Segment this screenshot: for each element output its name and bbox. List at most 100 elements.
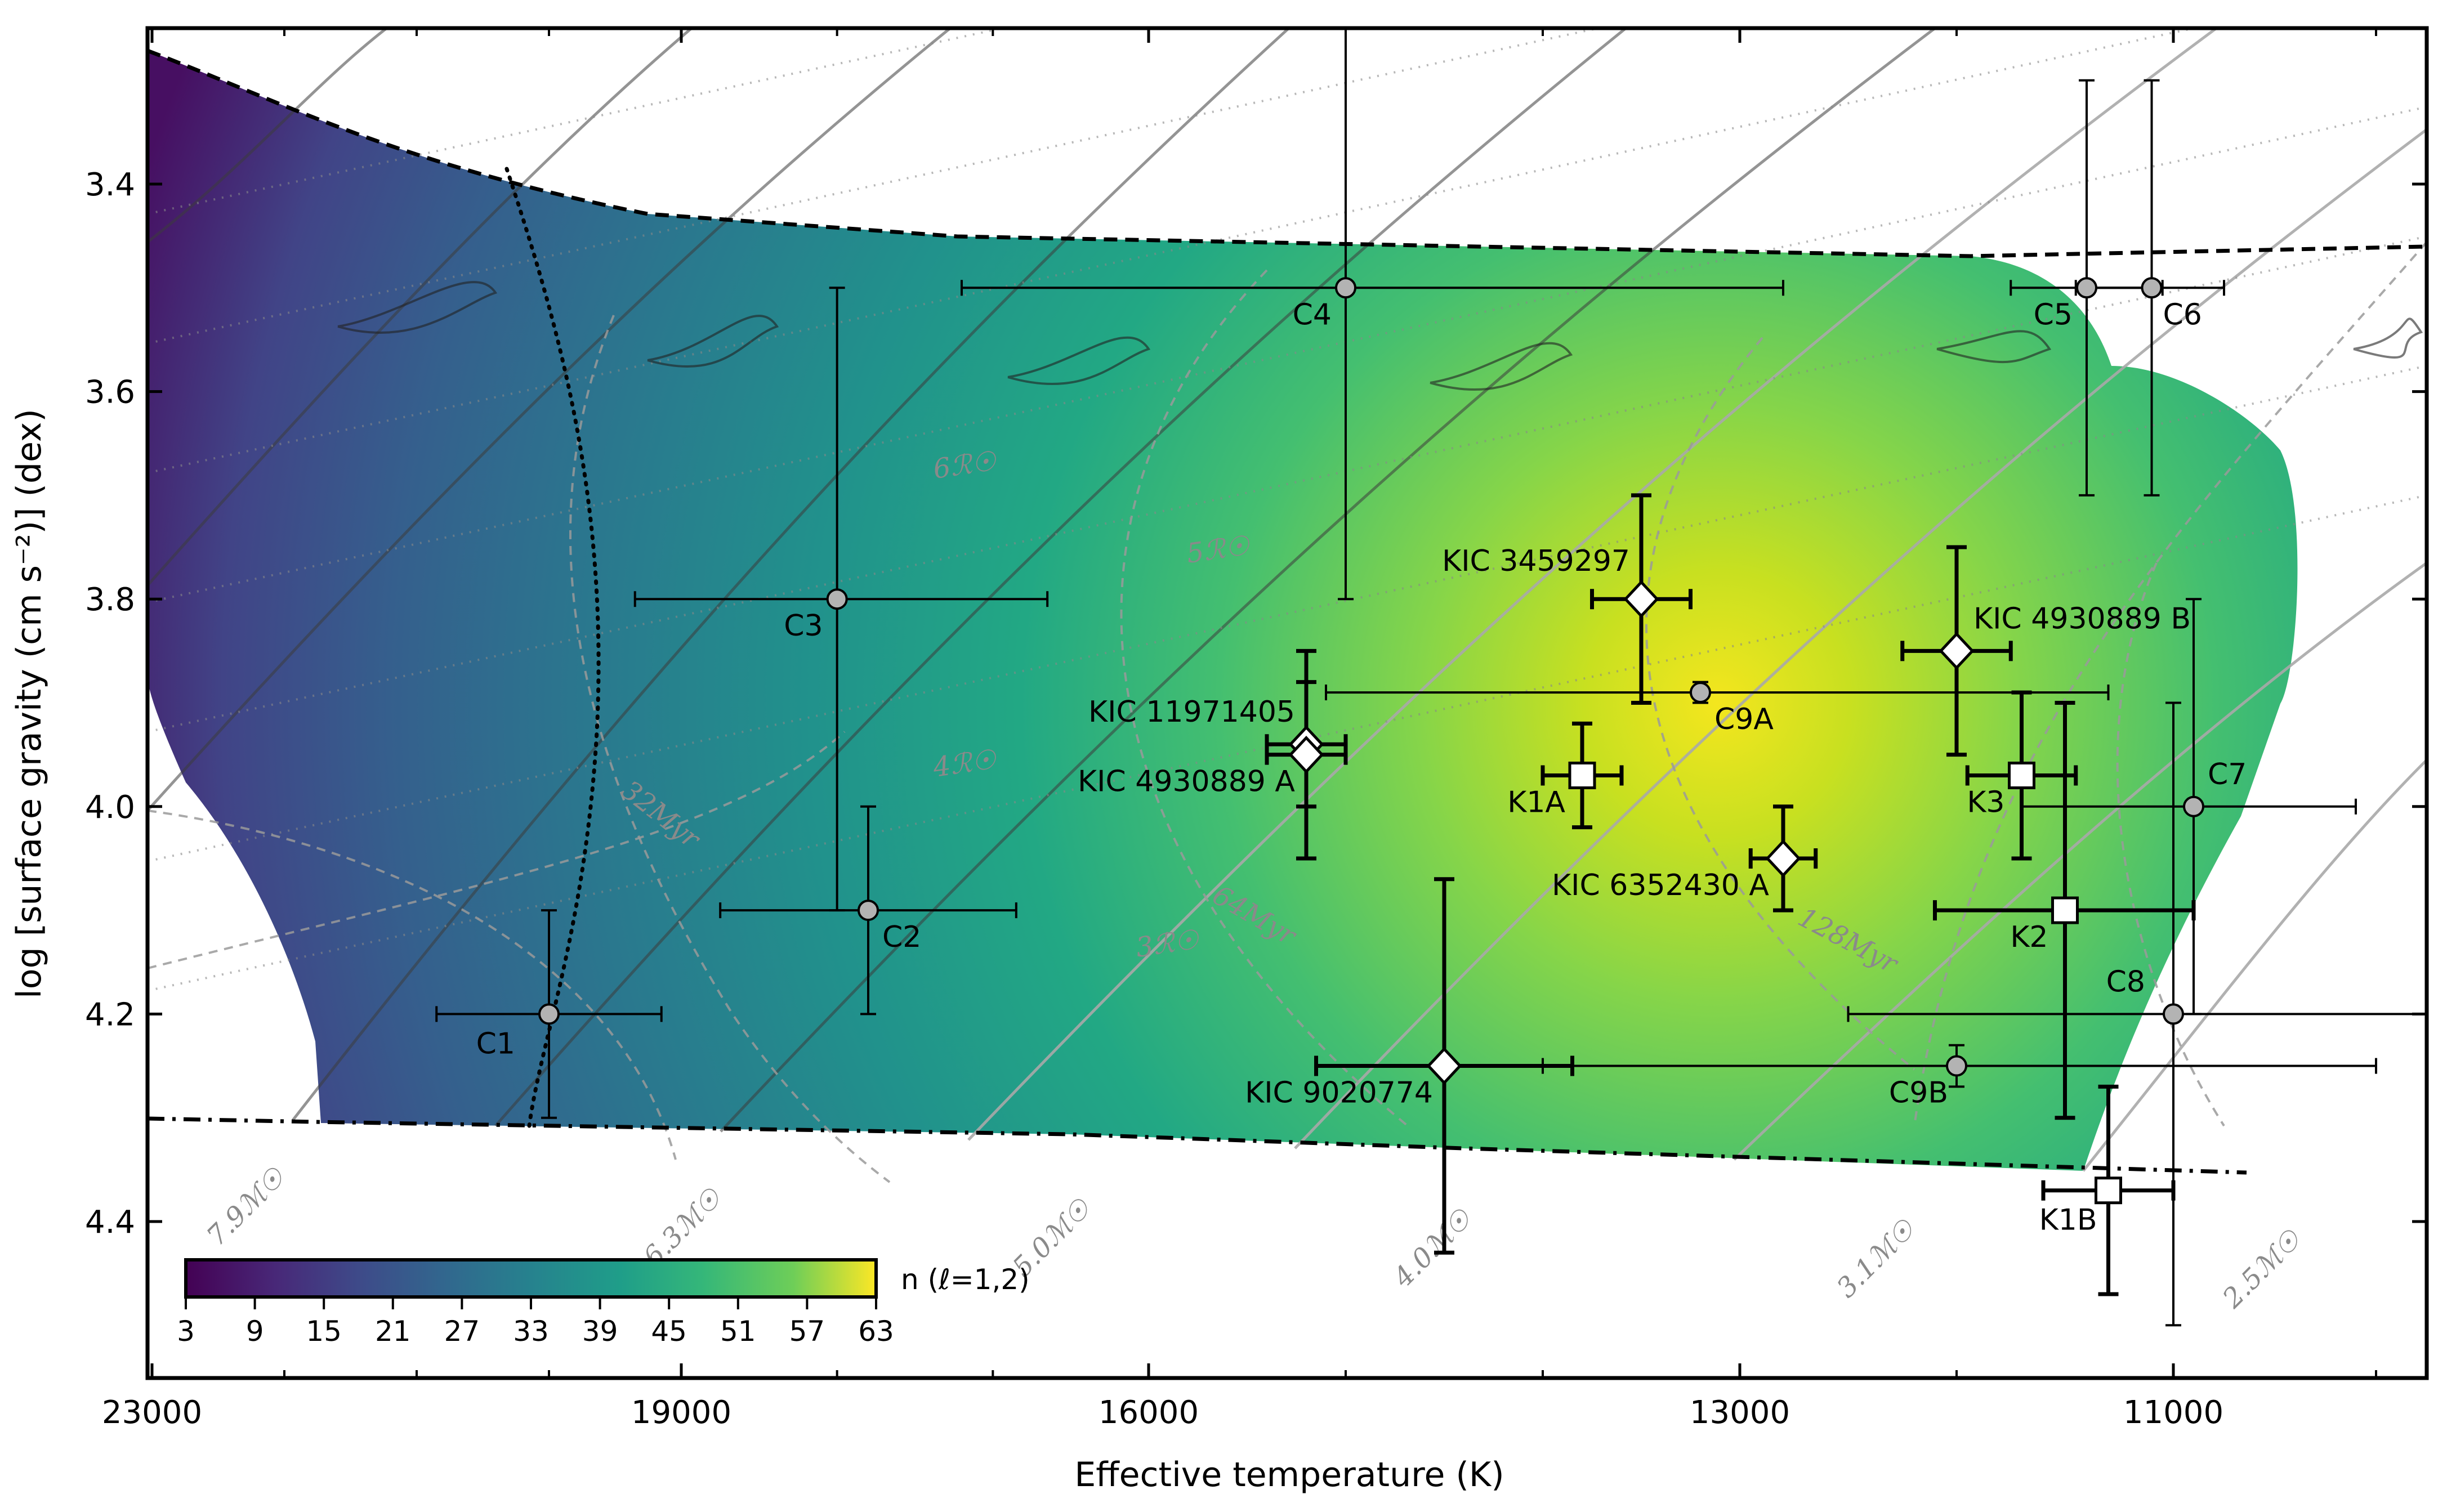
square-marker bbox=[1568, 762, 1596, 790]
point-label: KIC 6352430 A bbox=[1552, 869, 1769, 902]
isochrone-line bbox=[1120, 269, 1409, 1127]
colorbar-tick-label: 15 bbox=[306, 1315, 342, 1348]
point-label: C4 bbox=[1293, 298, 1332, 332]
mass-track-line bbox=[292, 28, 1291, 1121]
radius-line bbox=[148, 235, 2427, 733]
colorbar-tick-label: 63 bbox=[858, 1315, 894, 1348]
radius-line bbox=[148, 28, 1008, 215]
radius-line bbox=[148, 106, 2427, 603]
circle-marker bbox=[826, 588, 848, 610]
isochrone-line bbox=[1913, 241, 2427, 1126]
zams-dashdot-line bbox=[148, 1116, 2247, 1175]
mass-track-line bbox=[1733, 561, 2427, 1161]
mass-track-line bbox=[2082, 759, 2427, 1172]
circle-marker bbox=[2141, 277, 2163, 299]
y-axis-label: log [surface gravity (cm s⁻²)] (dex) bbox=[10, 409, 49, 999]
circle-marker bbox=[2163, 1003, 2184, 1025]
square-marker bbox=[2008, 762, 2035, 790]
point-label: K1A bbox=[1507, 786, 1565, 820]
point-labels: C1 C2 C3 C4 C5 C6 C7 C8 C9A C9B K1A K1B K2 K3 KIC 3459… bbox=[476, 298, 2247, 1237]
point-label: K1B bbox=[2039, 1204, 2097, 1237]
mass-track-line bbox=[720, 28, 1937, 1133]
blue-loop-line bbox=[647, 315, 779, 368]
diamond-marker bbox=[1623, 580, 1659, 618]
x-tick-label: 11000 bbox=[2123, 1394, 2223, 1431]
point-label: KIC 4930889 B bbox=[1973, 602, 2191, 636]
point-label: C7 bbox=[2208, 758, 2247, 791]
circle-marker bbox=[1335, 277, 1356, 299]
point-label: C3 bbox=[784, 609, 823, 643]
circle-marker bbox=[1946, 1055, 1967, 1077]
colorbar-tick-label: 39 bbox=[582, 1315, 618, 1348]
isochrone-line bbox=[148, 731, 846, 969]
radius-line bbox=[148, 28, 2199, 474]
point-label: KIC 4930889 A bbox=[1078, 765, 1295, 799]
diamond-marker bbox=[1288, 735, 1324, 774]
y-tick-label: 4.0 bbox=[85, 789, 135, 826]
mass-track-line bbox=[148, 28, 389, 243]
mass-track-label: 2.5ℳ☉ bbox=[2216, 1223, 2307, 1314]
colorbar-tick-label: 9 bbox=[246, 1315, 264, 1348]
colorbar-tick-label: 33 bbox=[513, 1315, 549, 1348]
colorbar-tick-label: 21 bbox=[375, 1315, 411, 1348]
point-label: C2 bbox=[882, 920, 921, 954]
y-tick-label: 4.4 bbox=[85, 1204, 135, 1241]
colorbar-gradient bbox=[184, 1258, 878, 1299]
mass-track-line bbox=[494, 28, 1628, 1127]
colorbar: n (ℓ=1,2) 3 9 15 21 27 33 39 45 51 57 63 bbox=[177, 1258, 1030, 1348]
square-marker bbox=[2051, 896, 2079, 924]
radius-line bbox=[148, 365, 2427, 862]
y-tick-label: 3.4 bbox=[85, 167, 135, 203]
blue-loop-line bbox=[2353, 317, 2423, 359]
colorbar-label: n (ℓ=1,2) bbox=[901, 1263, 1030, 1296]
circle-marker bbox=[2183, 795, 2204, 817]
mass-track-label: 4.0ℳ☉ bbox=[1387, 1202, 1478, 1294]
x-tick-label: 19000 bbox=[631, 1394, 731, 1431]
diamond-marker bbox=[1765, 839, 1801, 878]
circle-marker bbox=[1690, 682, 1711, 704]
y-tick-label: 4.2 bbox=[85, 996, 135, 1033]
diamond-marker bbox=[1426, 1046, 1462, 1085]
point-label: KIC 11971405 bbox=[1088, 695, 1295, 729]
axis-ticks: 23000 19000 16000 13000 11000 3.4 3.6 3.8 4.0 4.2… bbox=[85, 28, 2427, 1431]
circle-marker bbox=[2076, 277, 2097, 299]
point-label: C1 bbox=[476, 1027, 515, 1061]
x-axis-label: Effective temperature (K) bbox=[1074, 1455, 1504, 1495]
diamond-marker bbox=[1939, 632, 1975, 670]
x-tick-label: 13000 bbox=[1690, 1394, 1790, 1431]
point-label: C5 bbox=[2034, 298, 2073, 332]
y-tick-label: 3.6 bbox=[85, 374, 135, 411]
blue-loop-line bbox=[1007, 336, 1151, 386]
data-markers bbox=[538, 277, 2204, 1205]
x-tick-label: 23000 bbox=[102, 1394, 202, 1431]
radius-line bbox=[148, 28, 1604, 345]
colorbar-tick-label: 51 bbox=[720, 1315, 756, 1348]
mass-track-line bbox=[967, 28, 2219, 1141]
isochrone-line bbox=[2116, 562, 2225, 1127]
mass-track-label: 7.9ℳ☉ bbox=[200, 1161, 292, 1252]
mass-track-label: 3.1ℳ☉ bbox=[1830, 1213, 1922, 1304]
colorbar-tick-label: 3 bbox=[177, 1315, 195, 1348]
x-tick-label: 16000 bbox=[1099, 1394, 1199, 1431]
point-label: C6 bbox=[2163, 298, 2202, 332]
blue-loop-line bbox=[337, 281, 498, 334]
point-label: C9B bbox=[1889, 1076, 1948, 1110]
plot-frame bbox=[145, 26, 2429, 1380]
point-label: KIC 3459297 bbox=[1442, 544, 1630, 578]
y-tick-label: 3.8 bbox=[85, 581, 135, 618]
point-label: C9A bbox=[1714, 703, 1774, 736]
blue-loop-line bbox=[1936, 330, 2052, 364]
error-bars bbox=[435, 28, 2427, 1327]
colorbar-tick-label: 45 bbox=[651, 1315, 687, 1348]
mass-track-line bbox=[148, 28, 953, 812]
isochrone-line bbox=[148, 809, 677, 1160]
point-label: K3 bbox=[1967, 786, 2004, 820]
mass-track-line bbox=[148, 28, 694, 587]
point-label: C8 bbox=[2106, 965, 2145, 999]
blue-loop-line bbox=[1430, 342, 1573, 391]
point-label: K2 bbox=[2010, 920, 2048, 954]
heatmap-region bbox=[148, 51, 2298, 1171]
circle-marker bbox=[538, 1003, 560, 1025]
circle-marker bbox=[858, 900, 879, 921]
